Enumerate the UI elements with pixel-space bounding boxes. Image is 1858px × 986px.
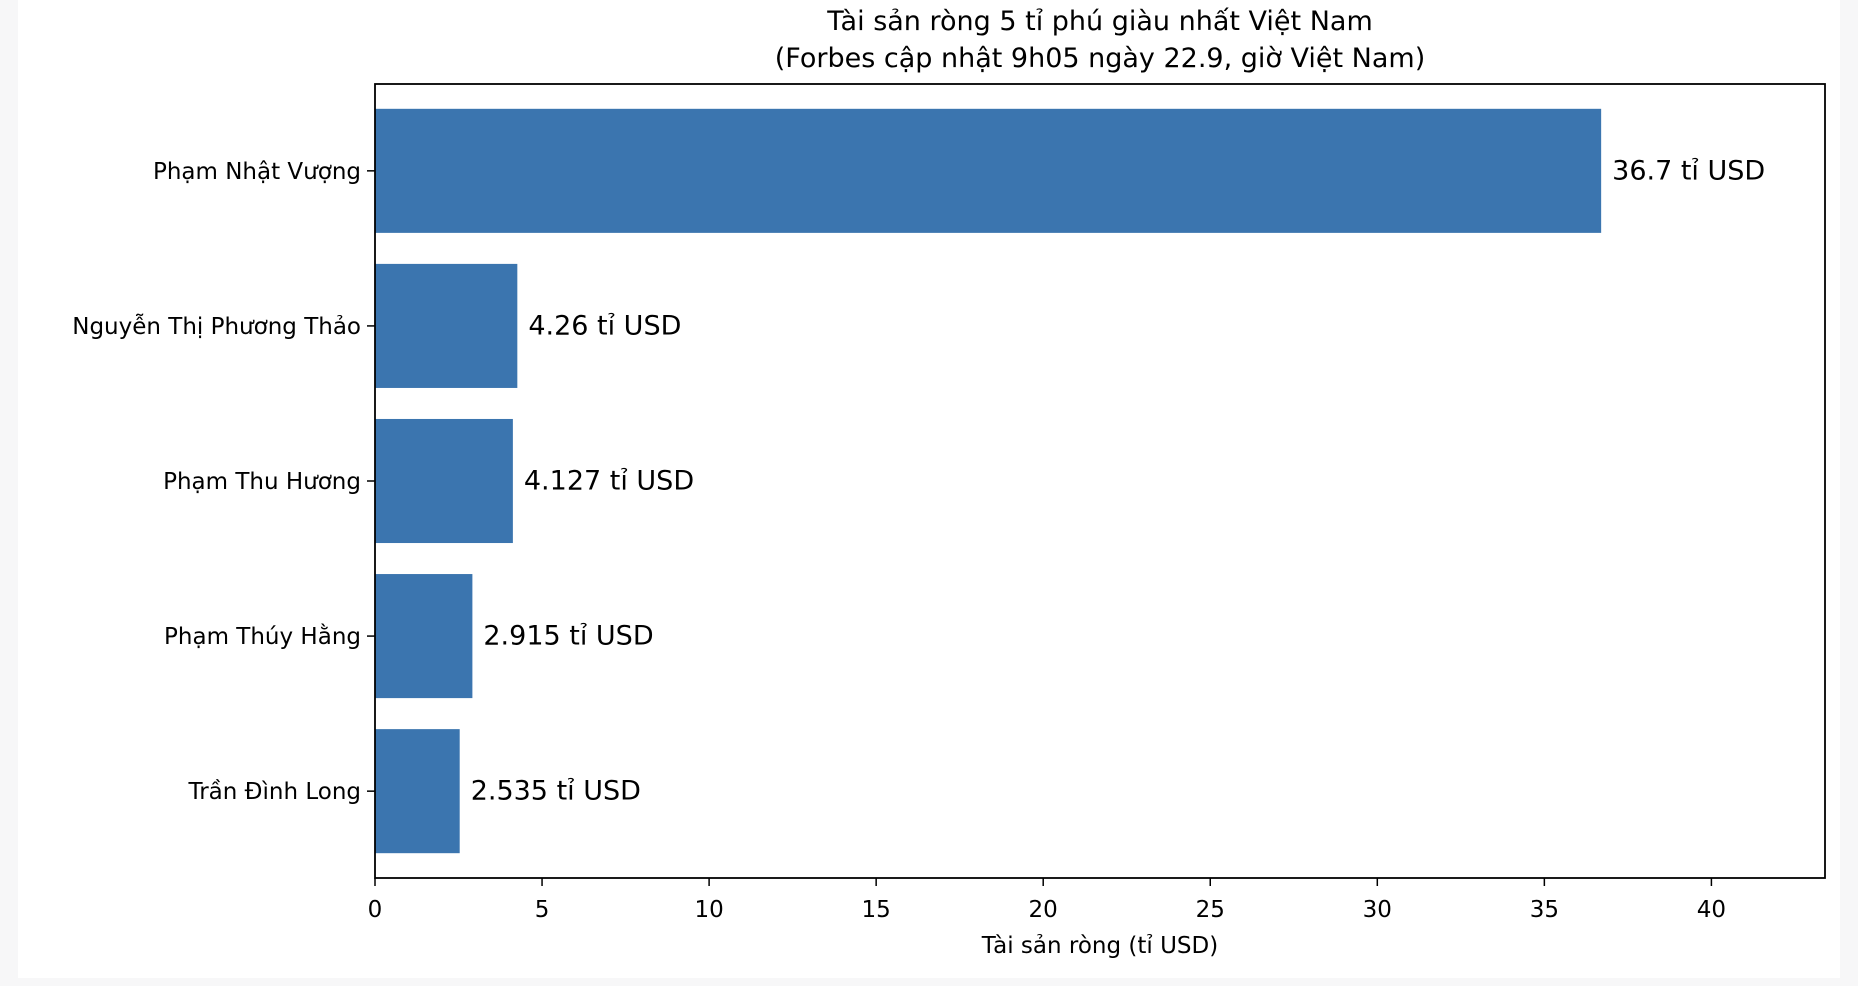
bar [375,418,513,544]
y-tick-label: Phạm Thu Hương [163,469,361,495]
x-axis-label: Tài sản ròng (tỉ USD) [981,933,1218,959]
bar [375,729,460,854]
x-tick-label: 30 [1363,897,1392,923]
y-axis: Phạm Nhật Vượng Nguyễn Thị Phương Thảo Phạ… [72,159,375,805]
bar-chart: Tài sản ròng 5 tỉ phú giàu nhất Việt Nam… [72,6,1826,959]
chart-subtitle: (Forbes cập nhật 9h05 ngày 22.9, giờ Việ… [775,43,1426,74]
chart-title: Tài sản ròng 5 tỉ phú giàu nhất Việt Nam [826,6,1373,37]
data-label: 36.7 tỉ USD [1612,155,1765,186]
x-axis: 0 5 10 15 20 25 30 35 40 [368,878,1726,923]
x-tick-label: 35 [1530,897,1559,923]
x-tick-label: 20 [1029,897,1058,923]
x-tick-label: 25 [1196,897,1225,923]
x-tick-label: 5 [535,897,550,923]
bar [375,574,473,699]
x-tick-label: 40 [1697,897,1726,923]
y-tick-label: Phạm Nhật Vượng [153,159,361,185]
x-tick-label: 15 [862,897,891,923]
data-label: 4.127 tỉ USD [524,466,694,497]
bar [375,263,518,388]
data-labels-layer: 36.7 tỉ USD 4.26 tỉ USD 4.127 tỉ USD 2.915 … [471,155,1766,806]
y-tick-label: Nguyễn Thị Phương Thảo [72,312,361,340]
data-label: 4.26 tỉ USD [528,310,681,341]
data-label: 2.535 tỉ USD [471,776,641,807]
x-tick-label: 10 [694,897,723,923]
data-label: 2.915 tỉ USD [483,621,653,652]
bars-layer [375,108,1602,854]
plot-frame [374,83,1826,879]
y-tick-label: Trần Đình Long [188,779,361,805]
bar [375,108,1602,233]
y-tick-label: Phạm Thúy Hằng [164,623,361,650]
chart-figure: Tài sản ròng 5 tỉ phú giàu nhất Việt Nam… [18,0,1840,978]
x-tick-label: 0 [368,897,383,923]
